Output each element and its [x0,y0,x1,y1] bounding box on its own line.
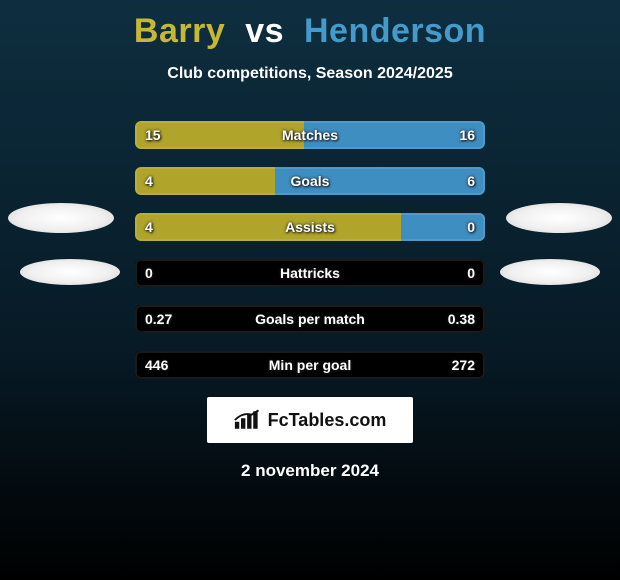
stat-value-right: 6 [467,173,475,189]
stat-label: Goals per match [255,311,365,327]
ellipse-bot-left [20,259,120,285]
stat-row: 15 Matches 16 [135,121,485,149]
stat-value-left: 4 [145,219,153,235]
brand-badge: FcTables.com [207,397,413,443]
stat-value-right: 0 [467,219,475,235]
stat-value-right: 0 [467,265,475,281]
stat-value-left: 446 [145,357,168,373]
title-vs: vs [245,12,284,50]
stat-label: Assists [285,219,335,235]
stat-value-right: 0.38 [448,311,475,327]
stat-value-left: 0 [145,265,153,281]
stat-value-left: 0.27 [145,311,172,327]
date-label: 2 november 2024 [0,461,620,481]
title-player2: Henderson [304,12,486,50]
stat-value-right: 272 [452,357,475,373]
stat-row: 0 Hattricks 0 [135,259,485,287]
stat-label: Goals [291,173,330,189]
stat-label: Min per goal [269,357,351,373]
stat-row: 4 Assists 0 [135,213,485,241]
ellipse-top-right [506,203,612,233]
fctables-icon [234,409,262,431]
stat-value-right: 16 [459,127,475,143]
ellipse-top-left [8,203,114,233]
stat-bars: 15 Matches 16 4 Goals 6 4 Assists 0 0 Hattricks 0 0.… [135,121,485,379]
stat-value-left: 15 [145,127,161,143]
stat-label: Hattricks [280,265,340,281]
stat-value-left: 4 [145,173,153,189]
stat-row: 446 Min per goal 272 [135,351,485,379]
brand-text: FcTables.com [268,410,387,431]
stat-row: 0.27 Goals per match 0.38 [135,305,485,333]
title-player1: Barry [134,12,225,50]
infographic-root: Barry vs Henderson Club competitions, Se… [0,0,620,580]
stat-row: 4 Goals 6 [135,167,485,195]
page-title: Barry vs Henderson [0,0,620,51]
subtitle: Club competitions, Season 2024/2025 [0,65,620,83]
ellipse-bot-right [500,259,600,285]
bar-segment-left [135,167,275,195]
stat-label: Matches [282,127,338,143]
